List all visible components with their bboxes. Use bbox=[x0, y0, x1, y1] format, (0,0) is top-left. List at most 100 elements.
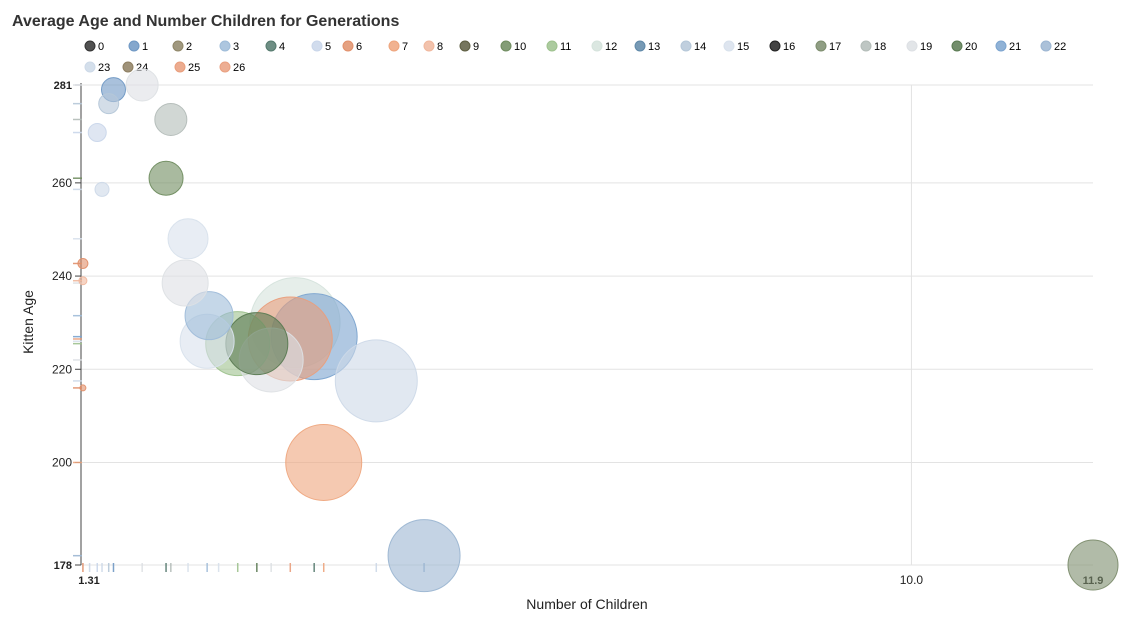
legend-item-17: 17 bbox=[815, 40, 841, 53]
legend-item-18: 18 bbox=[860, 40, 886, 53]
legend-label: 7 bbox=[402, 41, 408, 53]
bubble-gen-23 bbox=[334, 339, 418, 423]
legend-label: 8 bbox=[437, 41, 443, 53]
legend-marker bbox=[459, 40, 471, 52]
legend-marker bbox=[265, 40, 277, 52]
legend-item-14: 14 bbox=[680, 40, 706, 53]
bubble-gen-6 bbox=[77, 257, 89, 269]
legend-label: 13 bbox=[648, 41, 660, 53]
legend-item-12: 12 bbox=[591, 40, 617, 53]
grid bbox=[81, 84, 1093, 566]
legend-item-7: 7 bbox=[388, 40, 408, 53]
bubble-gen-8 bbox=[78, 276, 88, 286]
legend-item-15: 15 bbox=[723, 40, 749, 53]
legend-marker bbox=[723, 40, 735, 52]
x-axis-title: Number of Children bbox=[526, 596, 647, 612]
bubbles bbox=[77, 68, 1119, 593]
legend-marker bbox=[423, 40, 435, 52]
bubble-gen-20 bbox=[225, 312, 289, 376]
legend-item-19: 19 bbox=[906, 40, 932, 53]
legend-marker bbox=[591, 40, 603, 52]
legend-item-6: 6 bbox=[342, 40, 362, 53]
bubble-gen-17 bbox=[1067, 539, 1119, 591]
legend-marker bbox=[680, 40, 692, 52]
x-tick-label: 10.0 bbox=[900, 573, 924, 587]
legend-label: 0 bbox=[98, 41, 104, 53]
bubble-gen-19 bbox=[161, 259, 209, 307]
rug-marks bbox=[73, 84, 425, 572]
bubble-gen-18 bbox=[154, 102, 188, 136]
legend-marker bbox=[174, 61, 186, 73]
bubble-gen-14 bbox=[98, 93, 120, 115]
legend-marker bbox=[546, 40, 558, 52]
bubble-gen-5 bbox=[87, 123, 107, 143]
y-tick-label: 220 bbox=[52, 362, 72, 376]
legend-marker bbox=[634, 40, 646, 52]
legend-item-23: 23 bbox=[84, 61, 110, 74]
legend-label: 26 bbox=[233, 62, 245, 74]
y-tick-label: 240 bbox=[52, 269, 72, 283]
legend-label: 5 bbox=[325, 41, 331, 53]
y-tick-label: 260 bbox=[52, 176, 72, 190]
y-tick-label: 281 bbox=[54, 80, 72, 92]
y-tick-label: 200 bbox=[52, 455, 72, 469]
legend-item-25: 25 bbox=[174, 61, 200, 74]
bubble-gen-6 bbox=[79, 384, 87, 392]
bubble-gen-7 bbox=[285, 423, 363, 501]
legend-label: 19 bbox=[920, 41, 932, 53]
legend-item-4: 4 bbox=[265, 40, 285, 53]
legend-item-1: 1 bbox=[128, 40, 148, 53]
legend-marker bbox=[219, 40, 231, 52]
legend-label: 21 bbox=[1009, 41, 1021, 53]
legend-label: 15 bbox=[737, 41, 749, 53]
legend-marker bbox=[815, 40, 827, 52]
legend-label: 23 bbox=[98, 62, 110, 74]
legend-marker bbox=[84, 61, 96, 73]
legend-marker bbox=[342, 40, 354, 52]
x-tick-label: 1.31 bbox=[78, 575, 99, 587]
legend-marker bbox=[172, 40, 184, 52]
legend-marker bbox=[995, 40, 1007, 52]
legend-marker bbox=[860, 40, 872, 52]
legend-label: 3 bbox=[233, 41, 239, 53]
legend-marker bbox=[311, 40, 323, 52]
legend-item-5: 5 bbox=[311, 40, 331, 53]
legend-label: 10 bbox=[514, 41, 526, 53]
legend-marker bbox=[500, 40, 512, 52]
y-tick-label: 178 bbox=[54, 560, 72, 572]
legend-label: 6 bbox=[356, 41, 362, 53]
legend-item-22: 22 bbox=[1040, 40, 1066, 53]
legend-label: 25 bbox=[188, 62, 200, 74]
legend-item-10: 10 bbox=[500, 40, 526, 53]
legend-item-3: 3 bbox=[219, 40, 239, 53]
legend-marker bbox=[388, 40, 400, 52]
legend-marker bbox=[906, 40, 918, 52]
legend-marker bbox=[769, 40, 781, 52]
bubble-gen-23 bbox=[94, 181, 110, 197]
legend-label: 22 bbox=[1054, 41, 1066, 53]
legend-label: 9 bbox=[473, 41, 479, 53]
chart-title: Average Age and Number Children for Gene… bbox=[12, 13, 399, 30]
legend-label: 2 bbox=[186, 41, 192, 53]
legend-item-11: 11 bbox=[546, 40, 571, 53]
legend-marker bbox=[128, 40, 140, 52]
legend-marker bbox=[1040, 40, 1052, 52]
legend-label: 20 bbox=[965, 41, 977, 53]
legend-item-26: 26 bbox=[219, 61, 245, 74]
bubble-gen-15 bbox=[167, 218, 209, 260]
legend-item-9: 9 bbox=[459, 40, 479, 53]
legend-label: 12 bbox=[605, 41, 617, 53]
bubble-gen-10 bbox=[148, 160, 184, 196]
legend-item-8: 8 bbox=[423, 40, 443, 53]
legend-label: 11 bbox=[560, 41, 571, 53]
legend-marker bbox=[219, 61, 231, 73]
legend-label: 16 bbox=[783, 41, 795, 53]
legend-label: 18 bbox=[874, 41, 886, 53]
legend-marker bbox=[84, 40, 96, 52]
legend-item-13: 13 bbox=[634, 40, 660, 53]
legend-item-21: 21 bbox=[995, 40, 1021, 53]
y-axis-title: Kitten Age bbox=[20, 290, 36, 354]
